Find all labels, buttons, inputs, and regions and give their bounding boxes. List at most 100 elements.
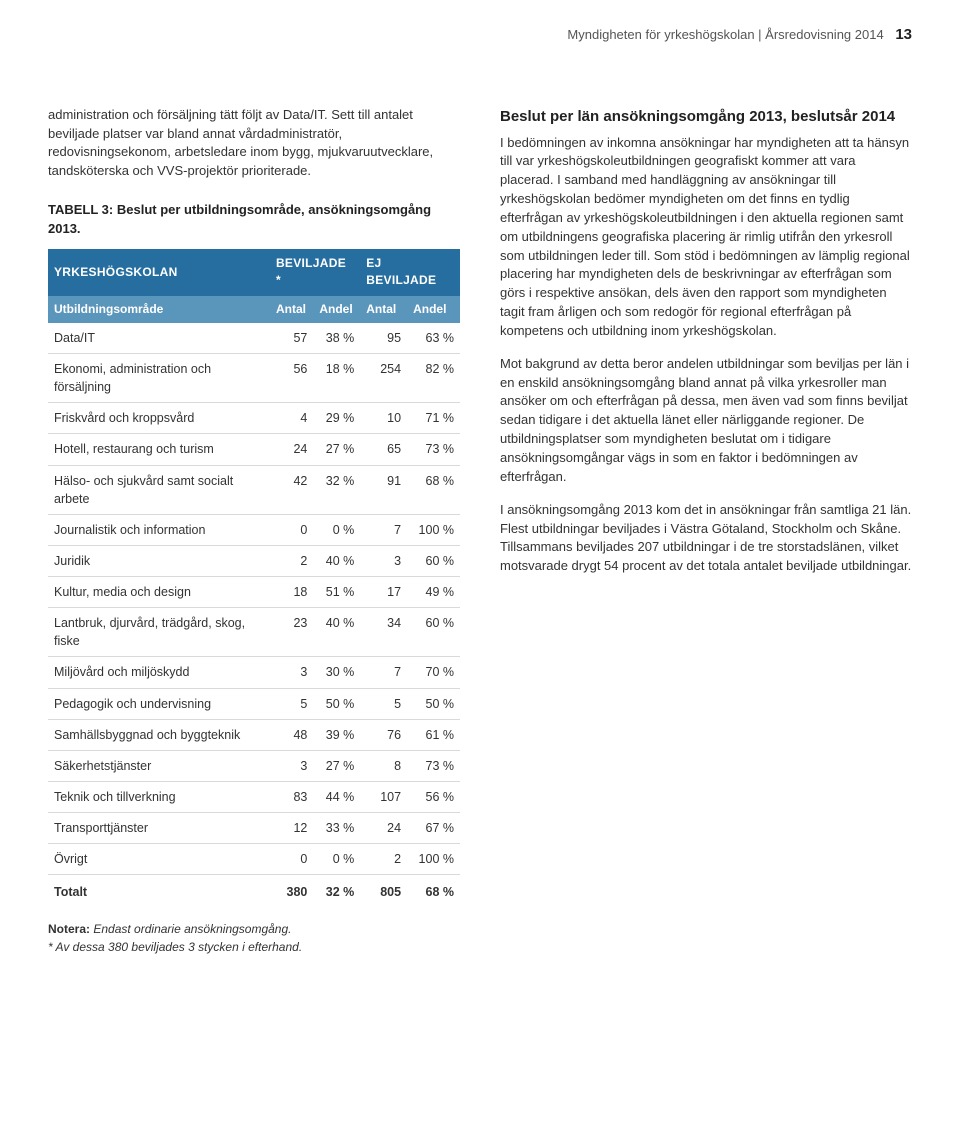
row-label: Samhällsbyggnad och byggteknik: [48, 719, 270, 750]
row-label: Kultur, media och design: [48, 577, 270, 608]
row-b-andel: 0 %: [313, 844, 360, 875]
row-e-andel: 73 %: [407, 750, 460, 781]
row-b-andel: 30 %: [313, 657, 360, 688]
table-row: Övrigt00 %2100 %: [48, 844, 460, 875]
table-group-header-row: YRKESHÖGSKOLAN BEVILJADE * EJ BEVILJADE: [48, 249, 460, 296]
row-e-antal: 91: [360, 465, 407, 514]
row-e-antal: 95: [360, 323, 407, 354]
row-b-andel: 0 %: [313, 514, 360, 545]
row-e-andel: 67 %: [407, 813, 460, 844]
row-e-andel: 56 %: [407, 781, 460, 812]
table-row: Data/IT5738 %9563 %: [48, 323, 460, 354]
row-e-andel: 68 %: [407, 465, 460, 514]
sub-header-antal2: Antal: [360, 296, 407, 323]
row-b-andel: 29 %: [313, 403, 360, 434]
row-label: Övrigt: [48, 844, 270, 875]
row-b-andel: 40 %: [313, 608, 360, 657]
row-e-antal: 3: [360, 545, 407, 576]
page-header: Myndigheten för yrkeshögskolan | Årsredo…: [48, 24, 912, 46]
total-b-antal: 380: [270, 875, 313, 908]
data-table: YRKESHÖGSKOLAN BEVILJADE * EJ BEVILJADE …: [48, 249, 460, 908]
sub-header-andel2: Andel: [407, 296, 460, 323]
row-e-antal: 65: [360, 434, 407, 465]
table-row: Miljövård och miljöskydd330 %770 %: [48, 657, 460, 688]
row-e-antal: 2: [360, 844, 407, 875]
right-paragraph-1: I bedömningen av inkomna ansökningar har…: [500, 134, 912, 341]
total-e-antal: 805: [360, 875, 407, 908]
row-b-antal: 24: [270, 434, 313, 465]
row-e-andel: 70 %: [407, 657, 460, 688]
table-sub-header-row: Utbildningsområde Antal Andel Antal Ande…: [48, 296, 460, 323]
row-b-andel: 32 %: [313, 465, 360, 514]
row-e-andel: 49 %: [407, 577, 460, 608]
table-row: Pedagogik och undervisning550 %550 %: [48, 688, 460, 719]
row-b-antal: 83: [270, 781, 313, 812]
row-e-antal: 76: [360, 719, 407, 750]
row-label: Transporttjänster: [48, 813, 270, 844]
breadcrumb: Myndigheten för yrkeshögskolan | Årsredo…: [567, 27, 883, 42]
row-b-andel: 27 %: [313, 434, 360, 465]
row-label: Data/IT: [48, 323, 270, 354]
row-b-andel: 27 %: [313, 750, 360, 781]
row-e-antal: 254: [360, 354, 407, 403]
table-row: Journalistik och information00 %7100 %: [48, 514, 460, 545]
row-label: Journalistik och information: [48, 514, 270, 545]
row-b-antal: 56: [270, 354, 313, 403]
row-b-andel: 39 %: [313, 719, 360, 750]
table-row: Lantbruk, djurvård, trädgård, skog, fisk…: [48, 608, 460, 657]
row-b-antal: 12: [270, 813, 313, 844]
group-header-ej-beviljade: EJ BEVILJADE: [360, 249, 460, 296]
footnote-star: * Av dessa 380 beviljades 3 stycken i ef…: [48, 940, 302, 954]
total-b-andel: 32 %: [313, 875, 360, 908]
row-e-andel: 63 %: [407, 323, 460, 354]
row-b-antal: 3: [270, 657, 313, 688]
row-label: Miljövård och miljöskydd: [48, 657, 270, 688]
row-e-andel: 60 %: [407, 608, 460, 657]
row-label: Hälso- och sjukvård samt socialt arbete: [48, 465, 270, 514]
sub-header-antal1: Antal: [270, 296, 313, 323]
intro-paragraph: administration och försäljning tätt följ…: [48, 106, 460, 181]
table-row: Transporttjänster1233 %2467 %: [48, 813, 460, 844]
total-label: Totalt: [48, 875, 270, 908]
row-b-antal: 5: [270, 688, 313, 719]
row-e-andel: 50 %: [407, 688, 460, 719]
row-e-antal: 7: [360, 657, 407, 688]
table-row: Samhällsbyggnad och byggteknik4839 %7661…: [48, 719, 460, 750]
row-e-andel: 61 %: [407, 719, 460, 750]
table-row: Kultur, media och design1851 %1749 %: [48, 577, 460, 608]
row-e-andel: 60 %: [407, 545, 460, 576]
row-label: Teknik och tillverkning: [48, 781, 270, 812]
right-paragraph-2: Mot bakgrund av detta beror andelen utbi…: [500, 355, 912, 487]
row-e-antal: 17: [360, 577, 407, 608]
row-b-antal: 3: [270, 750, 313, 781]
row-b-andel: 50 %: [313, 688, 360, 719]
row-b-andel: 40 %: [313, 545, 360, 576]
row-e-antal: 107: [360, 781, 407, 812]
table-row: Juridik240 %360 %: [48, 545, 460, 576]
table-row: Friskvård och kroppsvård429 %1071 %: [48, 403, 460, 434]
sub-header-andel1: Andel: [313, 296, 360, 323]
footnote-text: Endast ordinarie ansökningsomgång.: [93, 922, 291, 936]
row-e-andel: 82 %: [407, 354, 460, 403]
row-e-andel: 100 %: [407, 514, 460, 545]
row-label: Lantbruk, djurvård, trädgård, skog, fisk…: [48, 608, 270, 657]
row-e-andel: 73 %: [407, 434, 460, 465]
row-b-andel: 44 %: [313, 781, 360, 812]
row-b-antal: 23: [270, 608, 313, 657]
row-b-andel: 33 %: [313, 813, 360, 844]
row-e-antal: 7: [360, 514, 407, 545]
left-column: administration och försäljning tätt följ…: [48, 106, 460, 957]
right-heading: Beslut per län ansökningsomgång 2013, be…: [500, 106, 912, 128]
right-paragraph-3: I ansökningsomgång 2013 kom det in ansök…: [500, 501, 912, 576]
table-row: Säkerhetstjänster327 %873 %: [48, 750, 460, 781]
row-b-andel: 51 %: [313, 577, 360, 608]
group-header-yh: YRKESHÖGSKOLAN: [48, 249, 270, 296]
row-b-antal: 0: [270, 844, 313, 875]
row-label: Pedagogik och undervisning: [48, 688, 270, 719]
row-e-antal: 10: [360, 403, 407, 434]
footnote-label: Notera:: [48, 922, 90, 936]
group-header-beviljade: BEVILJADE *: [270, 249, 360, 296]
table-row: Hotell, restaurang och turism2427 %6573 …: [48, 434, 460, 465]
page-number: 13: [895, 26, 912, 43]
table-total-row: Totalt38032 %80568 %: [48, 875, 460, 908]
